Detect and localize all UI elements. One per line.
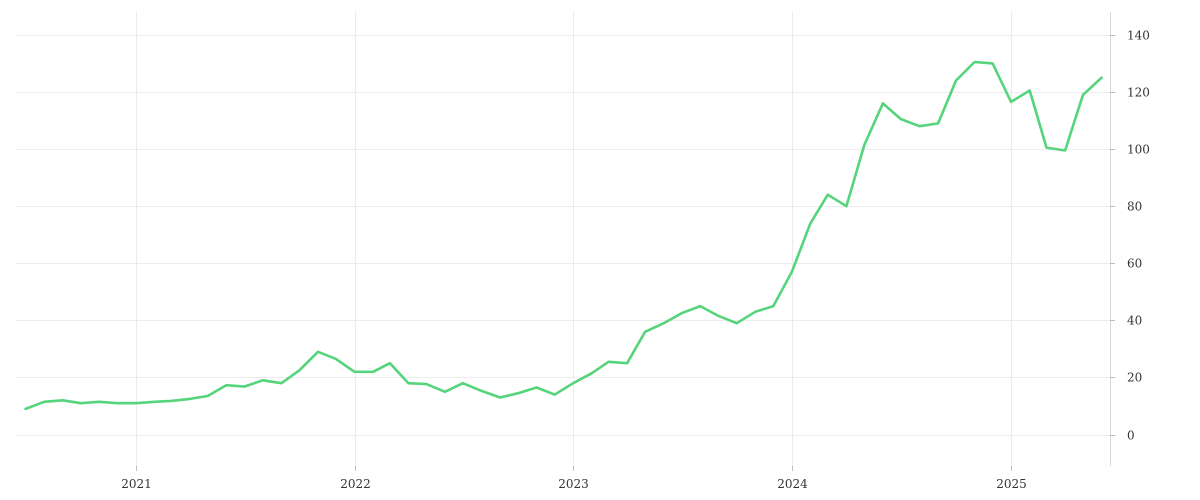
y-tick-label: 40 bbox=[1127, 314, 1142, 328]
y-tick-label: 60 bbox=[1127, 257, 1142, 271]
vertical-gridlines bbox=[136, 12, 1012, 466]
y-tick-label: 80 bbox=[1127, 200, 1142, 214]
horizontal-gridlines bbox=[16, 35, 1110, 436]
x-tick-label: 2023 bbox=[558, 477, 589, 491]
y-tick-label: 100 bbox=[1127, 143, 1150, 157]
y-tick-label: 20 bbox=[1127, 371, 1142, 385]
x-tick-label: 2025 bbox=[996, 477, 1027, 491]
x-tick-label: 2022 bbox=[340, 477, 371, 491]
series-group bbox=[24, 60, 1103, 411]
y-tick-label: 120 bbox=[1127, 86, 1150, 100]
x-tick-label: 2021 bbox=[121, 477, 152, 491]
x-axis-ticks: 2021 2022 2023 2024 2025 bbox=[121, 466, 1027, 491]
y-tick-label: 140 bbox=[1127, 29, 1150, 43]
y-axis-ticks: 0 20 40 60 80 100 120 140 bbox=[1110, 29, 1150, 443]
series-line bbox=[24, 60, 1103, 411]
x-tick-label: 2024 bbox=[777, 477, 808, 491]
y-tick-label: 0 bbox=[1127, 429, 1135, 443]
